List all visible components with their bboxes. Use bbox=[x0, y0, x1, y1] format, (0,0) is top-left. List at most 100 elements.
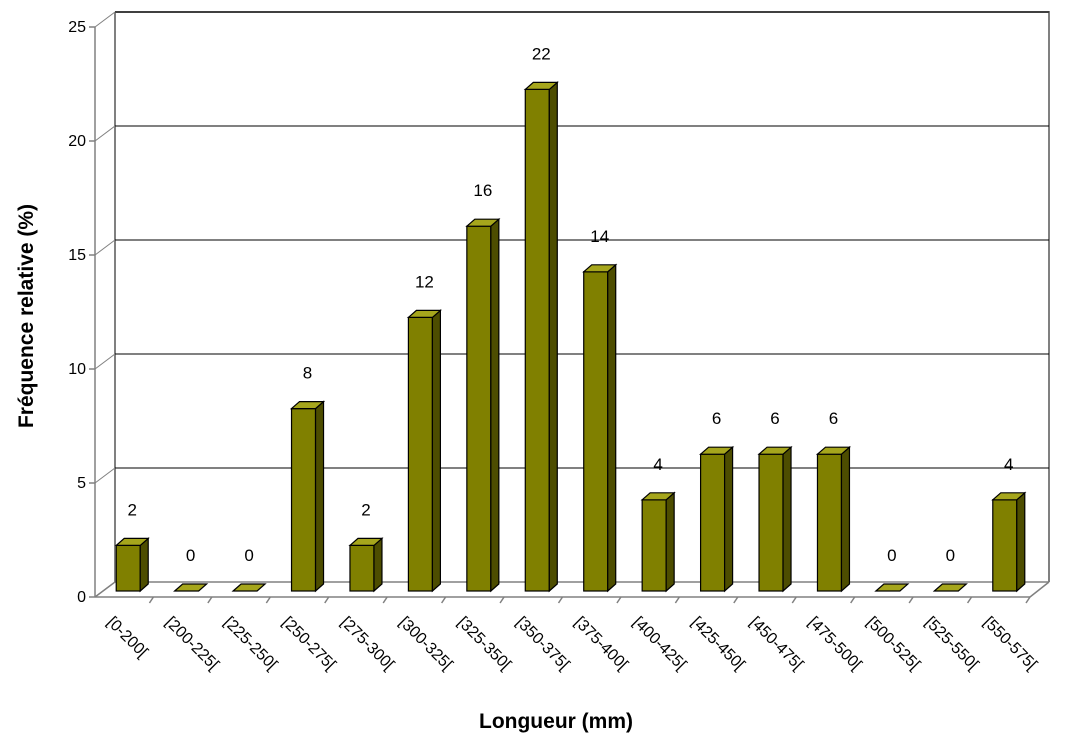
x-tick bbox=[382, 596, 388, 604]
y-tick-depth bbox=[94, 125, 116, 142]
data-label: 14 bbox=[590, 227, 609, 246]
bar-top bbox=[815, 446, 852, 455]
data-label: 0 bbox=[186, 546, 195, 565]
bar bbox=[465, 217, 501, 593]
data-label: 8 bbox=[303, 364, 312, 383]
data-label: 4 bbox=[653, 455, 662, 474]
bar-top bbox=[406, 309, 443, 318]
bar-top bbox=[582, 264, 618, 273]
y-axis-title: Fréquence relative (%) bbox=[15, 204, 38, 428]
bar-side bbox=[490, 217, 500, 593]
bar-side bbox=[431, 309, 442, 593]
x-tick bbox=[499, 596, 505, 604]
bar-front bbox=[699, 453, 726, 592]
bar-top bbox=[757, 446, 793, 455]
floor-right-edge bbox=[1029, 581, 1050, 598]
y-tick-depth bbox=[94, 581, 116, 598]
bar-side bbox=[723, 445, 734, 593]
x-tick bbox=[207, 596, 213, 604]
x-tick bbox=[966, 596, 973, 604]
bar-top bbox=[114, 537, 150, 547]
bar bbox=[815, 445, 852, 593]
bar-top bbox=[523, 81, 559, 91]
data-label: 22 bbox=[532, 44, 551, 63]
bar bbox=[523, 81, 559, 593]
bar bbox=[932, 583, 968, 592]
data-label: 0 bbox=[946, 546, 955, 565]
data-label: 12 bbox=[415, 272, 434, 291]
x-tick-label: [500-525[ bbox=[863, 614, 923, 674]
bar-front bbox=[349, 544, 375, 592]
x-tick bbox=[791, 596, 797, 604]
bar-side bbox=[548, 81, 558, 593]
bars bbox=[114, 81, 1027, 593]
x-tick bbox=[850, 596, 856, 604]
bar bbox=[114, 537, 150, 593]
bar-top bbox=[289, 401, 326, 410]
bar-front bbox=[524, 88, 550, 592]
x-tick-label: [225-250[ bbox=[220, 614, 280, 674]
bar-front bbox=[583, 271, 609, 592]
x-tick bbox=[908, 596, 914, 604]
y-tick-label: 25 bbox=[68, 19, 86, 36]
data-label: 2 bbox=[361, 500, 370, 519]
data-label: 6 bbox=[770, 409, 779, 428]
bar-side bbox=[139, 537, 149, 593]
data-label: 16 bbox=[473, 181, 492, 200]
bar-side bbox=[373, 537, 383, 593]
x-tick bbox=[733, 596, 739, 604]
x-tick-label: [400-425[ bbox=[629, 614, 689, 674]
data-label: 0 bbox=[887, 546, 896, 565]
x-tick bbox=[324, 596, 330, 604]
bar-top bbox=[991, 492, 1027, 501]
x-tick-label: [275-300[ bbox=[337, 614, 397, 674]
bar bbox=[698, 445, 735, 593]
bar-front bbox=[758, 453, 784, 592]
bar-top bbox=[348, 537, 384, 547]
y-tick-depth bbox=[94, 239, 116, 256]
x-tick bbox=[265, 596, 271, 604]
x-tick-label: [200-225[ bbox=[162, 614, 222, 674]
bar-front bbox=[641, 499, 667, 592]
x-tick-label: [425-450[ bbox=[688, 614, 748, 674]
bar-front bbox=[992, 499, 1018, 592]
x-tick-label: [475-500[ bbox=[805, 614, 865, 674]
data-label: 2 bbox=[127, 500, 136, 519]
bar bbox=[991, 491, 1027, 593]
x-tick-label: [300-325[ bbox=[396, 614, 456, 674]
bar-side bbox=[314, 400, 325, 593]
bar-top bbox=[640, 492, 676, 501]
bar-front bbox=[407, 316, 434, 592]
bar-top bbox=[231, 583, 267, 592]
chart-walls bbox=[94, 11, 1050, 598]
y-tick-label: 10 bbox=[68, 361, 86, 378]
y-tick-label: 20 bbox=[68, 133, 86, 150]
data-label: 6 bbox=[829, 409, 838, 428]
x-tick bbox=[616, 596, 622, 604]
y-tick-label: 5 bbox=[77, 475, 86, 492]
bar-top bbox=[173, 583, 209, 592]
x-tick bbox=[1025, 596, 1031, 604]
bar bbox=[173, 583, 209, 592]
bar bbox=[289, 400, 326, 593]
y-tick-label: 15 bbox=[68, 247, 86, 264]
bar bbox=[231, 583, 267, 592]
x-tick-label: [525-550[ bbox=[922, 614, 982, 674]
gridlines bbox=[115, 11, 1049, 469]
y-axis-ticks: 0 5 10 15 20 25 bbox=[68, 11, 116, 606]
back-wall bbox=[115, 11, 1050, 582]
bar-top bbox=[698, 446, 735, 455]
data-label: 6 bbox=[712, 409, 721, 428]
x-tick bbox=[148, 596, 155, 604]
bar-side bbox=[782, 445, 792, 593]
x-tick-label: [0-200[ bbox=[103, 614, 151, 662]
x-tick bbox=[674, 596, 680, 604]
x-axis-title: Longueur (mm) bbox=[479, 710, 633, 733]
y-tick-depth bbox=[94, 467, 116, 484]
bar bbox=[348, 537, 384, 593]
data-label: 0 bbox=[244, 546, 253, 565]
bar bbox=[757, 445, 793, 593]
bar-front bbox=[115, 544, 141, 592]
bar-side bbox=[607, 263, 617, 593]
